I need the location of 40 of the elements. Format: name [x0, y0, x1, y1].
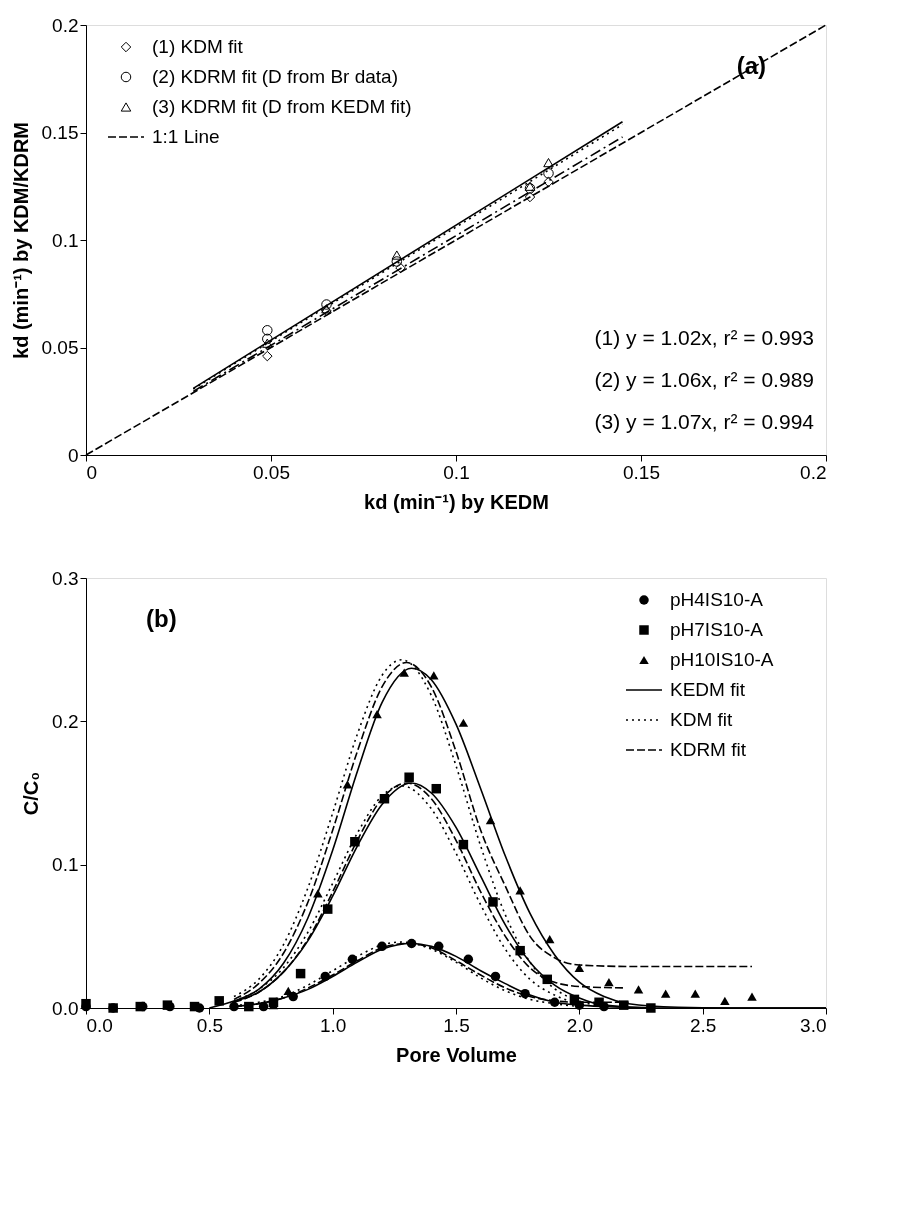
- x-axis-title: Pore Volume: [396, 1043, 517, 1066]
- annotation: (1) y = 1.02x, r² = 0.993: [594, 326, 814, 349]
- legend-label: KDRM fit: [670, 739, 747, 760]
- y-axis-title: C/C₀: [20, 771, 43, 816]
- x-tick-label: 0.0: [86, 1014, 113, 1036]
- x-tick-label: 1.0: [319, 1014, 347, 1036]
- x-tick-label: 0.15: [623, 461, 660, 483]
- y-tick-label: 0.3: [52, 567, 79, 589]
- x-tick-label: 0.5: [196, 1014, 224, 1036]
- x-tick-label: 3.0: [800, 1014, 827, 1036]
- annotation: (2) y = 1.06x, r² = 0.989: [594, 368, 814, 391]
- legend-label: (1) KDM fit: [152, 36, 244, 57]
- x-tick-label: 0.05: [253, 461, 290, 483]
- y-tick-label: 0.1: [52, 229, 79, 251]
- y-axis-title: kd (min⁻¹) by KDM/KDRM: [9, 122, 32, 359]
- y-tick-label: 0.2: [52, 14, 79, 36]
- legend-label: pH7IS10-A: [670, 619, 764, 640]
- x-tick-label: 0: [86, 461, 98, 483]
- legend-label: KDM fit: [670, 709, 733, 730]
- legend-label: pH4IS10-A: [670, 589, 764, 610]
- y-tick-label: 0.15: [41, 122, 79, 143]
- legend-label: (2) KDRM fit (D from Br data): [152, 66, 398, 87]
- y-tick-label: 0: [67, 444, 79, 466]
- y-tick-label: 0.0: [52, 997, 79, 1019]
- x-axis-title: kd (min⁻¹) by KEDM: [364, 490, 549, 513]
- legend-label: 1:1 Line: [152, 126, 220, 147]
- x-tick-label: 2.0: [566, 1014, 594, 1036]
- annotation: (3) y = 1.07x, r² = 0.994: [594, 410, 815, 433]
- annotation: (a): [736, 52, 766, 79]
- x-tick-label: 0.2: [800, 461, 827, 483]
- legend-label: (3) KDRM fit (D from KEDM fit): [152, 96, 412, 117]
- legend-label: KEDM fit: [670, 679, 746, 700]
- x-tick-label: 2.5: [689, 1014, 717, 1036]
- y-tick-label: 0.1: [52, 854, 79, 876]
- x-tick-label: 1.5: [443, 1014, 470, 1036]
- y-tick-label: 0.2: [52, 710, 79, 732]
- annotation: (b): [146, 605, 177, 632]
- x-tick-label: 0.1: [443, 461, 470, 483]
- y-tick-label: 0.05: [41, 337, 79, 358]
- legend-label: pH10IS10-A: [670, 649, 774, 670]
